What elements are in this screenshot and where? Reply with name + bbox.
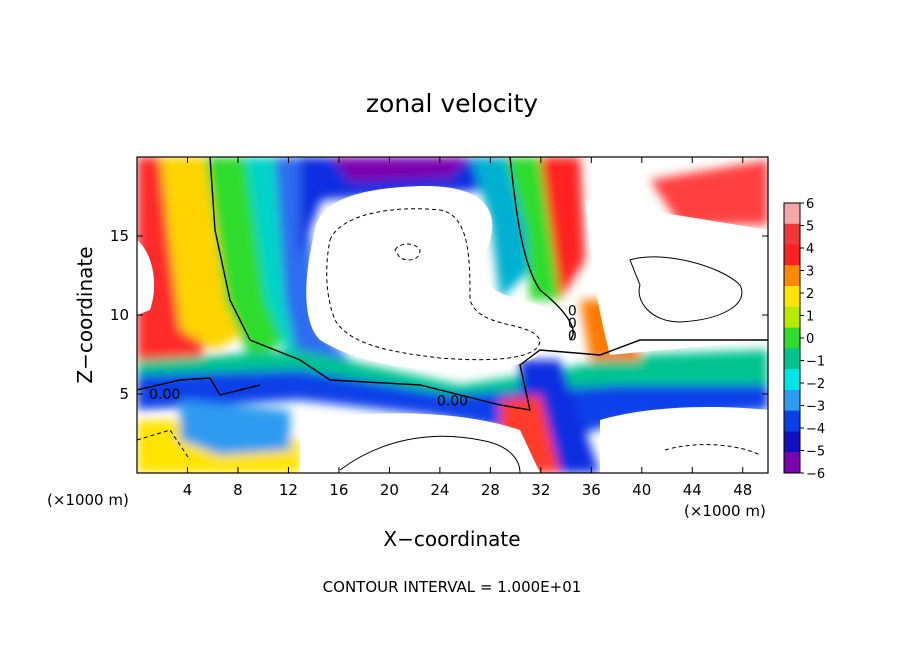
contour-zero-left [137, 377, 261, 396]
colorbar-swatch [784, 348, 800, 370]
colorbar-label: 3 [806, 265, 814, 280]
contour-zero-main [209, 157, 768, 411]
x-tick-label: 16 [329, 481, 348, 499]
x-tick-label: 20 [380, 481, 399, 499]
colorbar-label: 4 [806, 242, 814, 257]
colorbar-swatch [784, 244, 800, 266]
chart-title: zonal velocity [366, 89, 538, 118]
colorbar-label: 1 [806, 310, 814, 325]
y-axis-label: Z−coordinate [73, 246, 97, 383]
x-tick-label: 28 [481, 481, 500, 499]
contour-negative-bottom-left [137, 429, 191, 461]
contour-positive-bottom [339, 435, 521, 473]
x-tick-label: 44 [683, 481, 702, 499]
field-band-top-purple [330, 157, 470, 182]
contour-negative-core [326, 208, 541, 361]
x-axis-unit-right: (×1000 m) [684, 502, 766, 520]
field-band-mid-red [540, 157, 585, 300]
contour-label: 0.00 [149, 387, 180, 403]
colorbar-swatch [784, 265, 800, 287]
colorbar-label: −3 [806, 400, 825, 415]
contour-label: 0 [568, 329, 577, 345]
heatmap-field [137, 157, 768, 473]
contour-negative-small [394, 243, 421, 261]
y-axis-ticks: 5 10 15 [110, 227, 768, 403]
colorbar-label: 0 [806, 332, 814, 347]
colorbar-label: −4 [806, 422, 825, 437]
x-tick-label: 36 [582, 481, 601, 499]
colorbar-swatch [784, 452, 800, 474]
colorbar-label: −6 [806, 467, 825, 482]
x-tick-label: 40 [632, 481, 651, 499]
x-axis-ticks: 4 8 12 16 20 24 28 32 36 40 44 48 [183, 157, 752, 499]
colorbar-swatch [784, 410, 800, 432]
x-tick-label: 8 [233, 481, 243, 499]
field-white-bottom [300, 413, 540, 473]
contour-label: 0 [568, 303, 577, 319]
field-white-left [137, 240, 155, 315]
colorbar-label: −2 [806, 377, 825, 392]
x-tick-label: 32 [531, 481, 550, 499]
colorbar-swatch [784, 327, 800, 349]
colorbar-swatch [784, 431, 800, 453]
colorbar-label: −5 [806, 445, 825, 460]
colorbar: 6 5 4 3 2 1 0 −1 −2 −3 −4 −5 −6 [783, 197, 825, 482]
y-tick-label: 15 [110, 227, 129, 245]
field-white-bottom-right [600, 407, 768, 473]
colorbar-label: −1 [806, 355, 825, 370]
colorbar-label: 2 [806, 287, 814, 302]
y-tick-label: 10 [110, 306, 129, 324]
contour-interval-footer: CONTOUR INTERVAL = 1.000E+01 [323, 578, 582, 596]
field-band-right-red [650, 160, 768, 225]
x-axis-unit-left: (×1000 m) [47, 491, 129, 509]
field-white-right [585, 200, 768, 355]
colorbar-swatch [784, 286, 800, 308]
y-tick-label: 5 [119, 385, 129, 403]
x-tick-label: 12 [279, 481, 298, 499]
field-band-bottom-cyan [180, 400, 290, 455]
colorbar-label: 6 [806, 197, 814, 212]
contour-label: 0 [568, 316, 577, 332]
x-axis-label: X−coordinate [383, 527, 520, 551]
field-band-left-green [205, 157, 290, 360]
x-tick-label: 4 [183, 481, 193, 499]
field-white-core [306, 185, 556, 371]
field-band-left-blue [275, 157, 360, 370]
x-tick-label: 48 [733, 481, 752, 499]
colorbar-swatch [784, 306, 800, 329]
colorbar-swatch [784, 369, 800, 391]
colorbar-swatch [784, 223, 800, 246]
colorbar-swatch [784, 389, 800, 412]
field-band-top-blue [300, 157, 520, 260]
contour-positive-right [629, 256, 743, 323]
colorbar-label: 5 [806, 220, 814, 235]
contour-zero-upper [509, 157, 574, 341]
x-tick-label: 24 [430, 481, 449, 499]
contour-negative-bottom-right [664, 444, 761, 456]
contour-label: 0.00 [437, 393, 468, 409]
colorbar-swatch [784, 203, 800, 225]
